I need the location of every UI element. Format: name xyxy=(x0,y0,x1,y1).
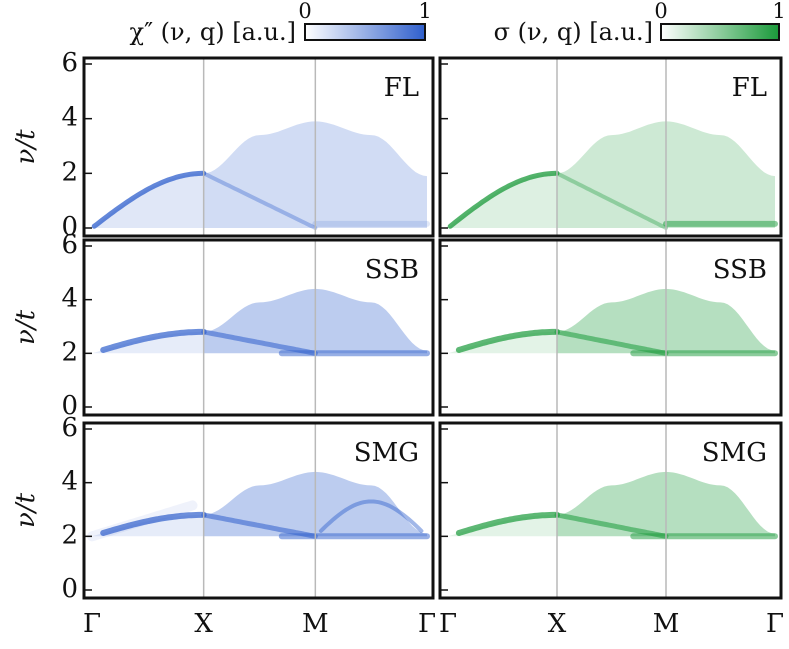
panel-background xyxy=(440,240,781,415)
x-tick-label: X xyxy=(548,609,567,639)
colorbar-max-label: 1 xyxy=(418,0,431,23)
panel-label: SMG xyxy=(702,438,767,468)
faint-tail-gamma xyxy=(87,500,198,542)
colorbar-title: χ″ (ν, q) [a.u.] xyxy=(130,18,296,46)
x-tick-label: Γ xyxy=(418,609,436,639)
dispersion-x-m xyxy=(554,512,669,539)
panel-background xyxy=(84,423,433,598)
colorbar-min-label: 0 xyxy=(298,0,311,23)
y-tick-label: 4 xyxy=(61,284,78,314)
dispersion-x-m xyxy=(555,171,668,230)
y-tick-label: 6 xyxy=(61,230,78,260)
y-tick-label: 2 xyxy=(61,520,78,550)
panel-label: FL xyxy=(384,73,419,103)
dispersion-gamma-x xyxy=(447,170,560,229)
y-tick-label: 0 xyxy=(61,574,78,604)
panel-background xyxy=(84,240,433,415)
panel-frame xyxy=(438,56,783,238)
dispersion-x-m xyxy=(201,512,318,539)
colorbar-title: σ (ν, q) [a.u.] xyxy=(494,18,653,46)
y-tick-label: 4 xyxy=(61,103,78,133)
x-tick-label: M xyxy=(653,609,680,639)
panel-fl-sigma xyxy=(438,56,783,238)
colorbar-min-label: 0 xyxy=(654,0,667,23)
continuum-wedge xyxy=(92,173,204,228)
x-tick-label: M xyxy=(302,609,329,639)
x-tick-label: X xyxy=(194,609,213,639)
dispersion-x-m xyxy=(554,329,669,356)
dispersion-gamma-x xyxy=(455,328,560,353)
dispersion-x-m xyxy=(201,329,318,356)
panel-ssb-chi xyxy=(82,238,435,417)
dispersion-x-m xyxy=(201,171,318,230)
colorbar xyxy=(304,23,426,41)
panel-frame xyxy=(82,56,435,238)
y-tick-label: 2 xyxy=(61,157,78,187)
dispersion-gamma-x xyxy=(91,170,207,229)
panel-background xyxy=(440,423,781,598)
panel-frame xyxy=(82,421,435,600)
panel-ssb-sigma xyxy=(438,238,783,417)
panel-label: SSB xyxy=(713,255,767,285)
y-axis-label: ν/t xyxy=(11,129,41,165)
panel-smg-chi xyxy=(82,421,435,600)
panel-label: FL xyxy=(732,73,767,103)
panel-frame xyxy=(82,238,435,417)
panel-frame xyxy=(438,238,783,417)
y-tick-label: 6 xyxy=(61,413,78,443)
dispersion-gamma-x xyxy=(100,328,207,353)
panel-label: SMG xyxy=(354,438,419,468)
dispersion-m-gamma-arc xyxy=(318,499,424,533)
y-tick-label: 2 xyxy=(61,337,78,367)
panel-smg-sigma xyxy=(438,421,783,600)
colorbar-max-label: 1 xyxy=(772,0,785,23)
dispersion-gamma-x xyxy=(455,511,560,536)
panel-label: SSB xyxy=(365,255,419,285)
continuum-wedge xyxy=(448,173,557,228)
y-axis-label: ν/t xyxy=(11,492,41,528)
y-tick-label: 4 xyxy=(61,467,78,497)
y-tick-label: 0 xyxy=(61,212,78,242)
panel-background xyxy=(440,58,781,236)
y-tick-label: 0 xyxy=(61,391,78,421)
panel-fl-chi xyxy=(82,56,435,238)
x-tick-label: Γ xyxy=(766,609,784,639)
x-tick-label: Γ xyxy=(439,609,457,639)
y-axis-label: ν/t xyxy=(11,309,41,345)
panel-background xyxy=(84,58,433,236)
dispersion-gamma-x xyxy=(100,511,207,536)
y-tick-label: 6 xyxy=(61,48,78,78)
colorbar xyxy=(660,23,780,41)
panel-frame xyxy=(438,421,783,600)
x-tick-label: Γ xyxy=(83,609,101,639)
